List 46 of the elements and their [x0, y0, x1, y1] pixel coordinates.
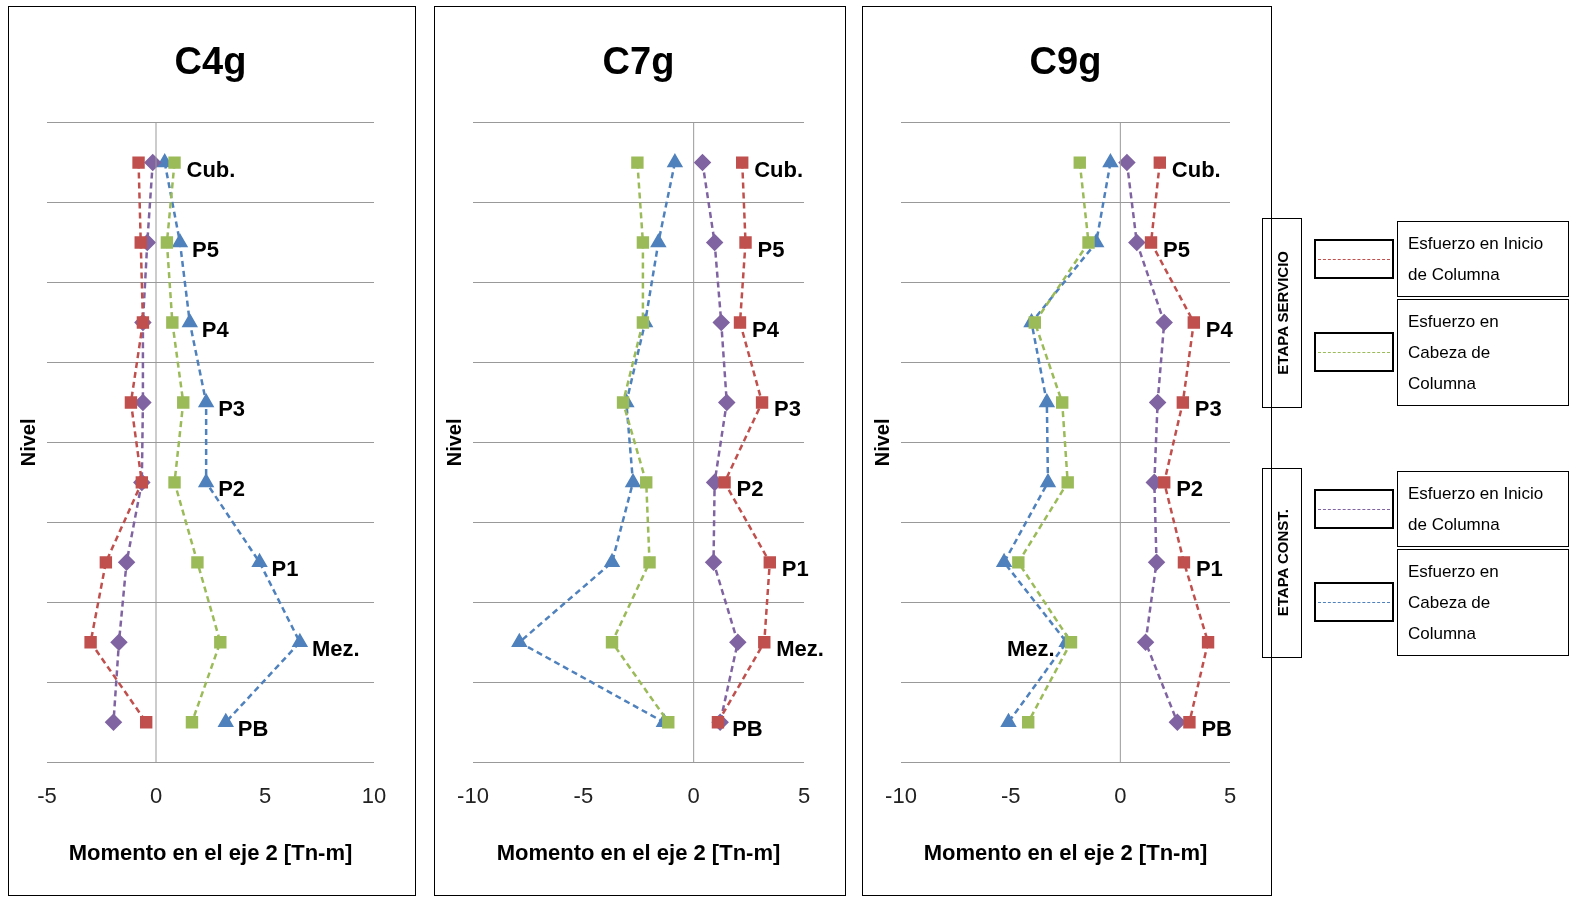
x-tick-label: 5: [1223, 783, 1237, 809]
y-tick-label: Cub.: [186, 156, 236, 182]
y-tick-label: P4: [201, 316, 230, 342]
legend-label: Esfuerzo en Cabeza de Columna: [1397, 548, 1569, 656]
legend-label: Esfuerzo en Cabeza de Columna: [1397, 298, 1569, 406]
x-tick-label: 5: [797, 783, 811, 809]
category-label: Mez.: [1006, 636, 1055, 662]
x-tick-label: -5: [1000, 783, 1021, 809]
x-tick-label: 0: [149, 783, 163, 809]
y-axis-title: Nivel: [16, 418, 39, 467]
chart-title: C9g: [1029, 40, 1102, 83]
y-axis-title: Nivel: [442, 418, 465, 467]
x-tick-label: -10: [457, 783, 489, 809]
y-axis-title: Nivel: [870, 418, 893, 467]
y-tick-label: P2: [218, 476, 246, 502]
x-tick-label: 0: [1114, 783, 1127, 809]
chart-title: C7g: [602, 40, 675, 83]
y-tick-label: Cub.: [754, 156, 804, 182]
y-tick-label: Mez.: [776, 636, 824, 662]
x-tick-label: 5: [258, 783, 272, 809]
x-tick-label: 10: [361, 783, 387, 809]
category-label: P1: [1195, 556, 1223, 582]
category-label: P3: [1194, 396, 1222, 422]
x-tick-label: 0: [687, 783, 700, 809]
text: ETAPA SERVICIO: [1273, 251, 1291, 375]
category-label: PB: [1201, 716, 1232, 742]
y-tick-label: P4: [752, 316, 780, 342]
x-tick-label: -10: [885, 783, 917, 809]
y-tick-label: P1: [781, 556, 809, 582]
y-tick-label: P3: [218, 396, 246, 422]
chart-title: C4g: [174, 40, 247, 83]
x-tick-label: -5: [37, 783, 57, 809]
category-label: P5: [1163, 236, 1190, 262]
legend-label: Esfuerzo en Inicio de Columna: [1397, 470, 1569, 547]
y-tick-label: P3: [774, 396, 801, 422]
text: ETAPA CONST.: [1273, 509, 1291, 617]
category-label: P4: [1205, 316, 1233, 342]
y-tick-label: P5: [191, 236, 219, 262]
x-axis-title: Momento en el eje 2 [Tn-m]: [496, 839, 781, 865]
x-tick-label: -5: [573, 783, 594, 809]
x-axis-title: Momento en el eje 2 [Tn-m]: [923, 839, 1208, 865]
category-label: Cub.: [1171, 156, 1221, 182]
legend-label: Esfuerzo en Inicio de Columna: [1397, 220, 1569, 297]
x-axis-title: Momento en el eje 2 [Tn-m]: [68, 839, 353, 865]
y-tick-label: P5: [757, 236, 785, 262]
category-label: P2: [1176, 476, 1204, 502]
